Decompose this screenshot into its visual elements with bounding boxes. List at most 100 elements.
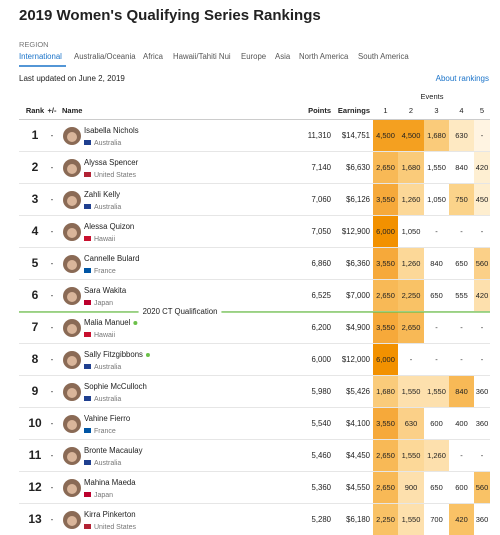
region-tab[interactable]: Africa bbox=[143, 52, 164, 61]
event-cell bbox=[373, 408, 398, 440]
event-cell bbox=[474, 120, 490, 152]
event-score: 4,500 bbox=[376, 131, 395, 140]
event-cell bbox=[474, 472, 490, 504]
event-cell bbox=[449, 120, 474, 152]
country: Japan bbox=[94, 492, 113, 499]
avatar-face bbox=[67, 164, 77, 174]
region-tab[interactable]: International bbox=[19, 52, 62, 61]
country: Australia bbox=[94, 460, 121, 467]
event-score: 2,650 bbox=[376, 163, 395, 172]
event-score: 420 bbox=[455, 515, 468, 524]
event-cell bbox=[424, 472, 449, 504]
avatar-face bbox=[67, 420, 77, 430]
surfer-name[interactable]: Cannelle Bulard bbox=[84, 254, 139, 263]
surfer-name[interactable]: Vahine Fierro bbox=[84, 414, 131, 423]
surfer-name[interactable]: Malia Manuel bbox=[84, 318, 131, 327]
surfer-name[interactable]: Isabella Nichols bbox=[84, 126, 139, 135]
event-score: 2,650 bbox=[376, 291, 395, 300]
event-score: 1,050 bbox=[427, 195, 446, 204]
surfer-name[interactable]: Kirra Pinkerton bbox=[84, 510, 136, 519]
event-score: 2,650 bbox=[376, 451, 395, 460]
region-tab[interactable]: Hawaii/Tahiti Nui bbox=[173, 52, 231, 61]
event-score: 1,680 bbox=[402, 163, 421, 172]
change: - bbox=[51, 419, 54, 428]
rank: 12 bbox=[28, 480, 42, 494]
event-score: 1,260 bbox=[427, 451, 446, 460]
event-score: 1,550 bbox=[402, 387, 421, 396]
event-score: 3,550 bbox=[376, 419, 395, 428]
avatar-face bbox=[67, 388, 77, 398]
event-cell bbox=[398, 120, 424, 152]
event-cell bbox=[474, 184, 490, 216]
event-score: 1,550 bbox=[402, 515, 421, 524]
event-score: 600 bbox=[430, 419, 443, 428]
change: - bbox=[51, 323, 54, 332]
event-cell bbox=[424, 408, 449, 440]
country: Australia bbox=[94, 364, 121, 371]
event-score: 420 bbox=[476, 163, 489, 172]
change: - bbox=[51, 163, 54, 172]
event-score: 555 bbox=[455, 291, 468, 300]
event-score: 1,260 bbox=[402, 259, 421, 268]
rank: 13 bbox=[28, 512, 42, 526]
event-cell bbox=[424, 376, 449, 408]
event-cell bbox=[449, 248, 474, 280]
surfer-name[interactable]: Alessa Quizon bbox=[84, 222, 134, 231]
flag bbox=[84, 396, 91, 401]
event-cell bbox=[449, 216, 474, 248]
points: 6,860 bbox=[311, 259, 331, 268]
event-cell bbox=[398, 248, 424, 280]
events-label: Events bbox=[421, 92, 444, 101]
surfer-name[interactable]: Sally Fitzgibbons bbox=[84, 350, 143, 359]
region-tab[interactable]: Asia bbox=[275, 52, 291, 61]
event-cell bbox=[474, 408, 490, 440]
event-cell bbox=[424, 504, 449, 535]
event-score: 630 bbox=[455, 131, 468, 140]
flag bbox=[84, 460, 91, 465]
event-cell bbox=[398, 344, 424, 376]
event-score: 1,680 bbox=[427, 131, 446, 140]
event-score: 2,650 bbox=[376, 483, 395, 492]
event-score: 360 bbox=[476, 419, 489, 428]
surfer-name[interactable]: Alyssa Spencer bbox=[84, 158, 139, 167]
about-link[interactable]: About rankings bbox=[436, 74, 489, 83]
status-dot bbox=[145, 353, 150, 357]
surfer-name[interactable]: Mahina Maeda bbox=[84, 478, 136, 487]
event-score: 700 bbox=[430, 515, 443, 524]
event-cell bbox=[373, 248, 398, 280]
event-cell bbox=[474, 376, 490, 408]
event-cell bbox=[373, 120, 398, 152]
country: United States bbox=[94, 524, 137, 531]
points: 5,360 bbox=[311, 483, 331, 492]
flag bbox=[84, 364, 91, 369]
surfer-name[interactable]: Sophie McCulloch bbox=[84, 382, 147, 391]
event-cell bbox=[424, 120, 449, 152]
column-header: 5 bbox=[480, 106, 484, 115]
surfer-name[interactable]: Sara Wakita bbox=[84, 286, 127, 295]
flag bbox=[84, 236, 91, 241]
event-cell bbox=[373, 472, 398, 504]
event-score: 1,550 bbox=[427, 163, 446, 172]
avatar-face bbox=[67, 324, 77, 334]
event-cell bbox=[449, 344, 474, 376]
event-score: 4,500 bbox=[402, 131, 421, 140]
region-tab[interactable]: North America bbox=[299, 52, 349, 61]
event-score: - bbox=[460, 355, 463, 364]
surfer-name[interactable]: Zahli Kelly bbox=[84, 190, 120, 199]
region-tab[interactable]: South America bbox=[358, 52, 409, 61]
region-tab[interactable]: Europe bbox=[241, 52, 266, 61]
event-score: 3,550 bbox=[376, 195, 395, 204]
earnings: $6,360 bbox=[346, 259, 371, 268]
surfer-name[interactable]: Bronte Macaulay bbox=[84, 446, 143, 455]
earnings: $4,450 bbox=[346, 451, 371, 460]
region-tab[interactable]: Australia/Oceania bbox=[74, 52, 136, 61]
event-cell bbox=[373, 440, 398, 472]
event-cell bbox=[474, 344, 490, 376]
event-cell bbox=[474, 504, 490, 535]
rank: 4 bbox=[32, 224, 39, 238]
flag bbox=[84, 332, 91, 337]
flag bbox=[84, 204, 91, 209]
event-cell bbox=[449, 376, 474, 408]
country: Japan bbox=[94, 300, 113, 307]
column-header: 2 bbox=[409, 106, 413, 115]
